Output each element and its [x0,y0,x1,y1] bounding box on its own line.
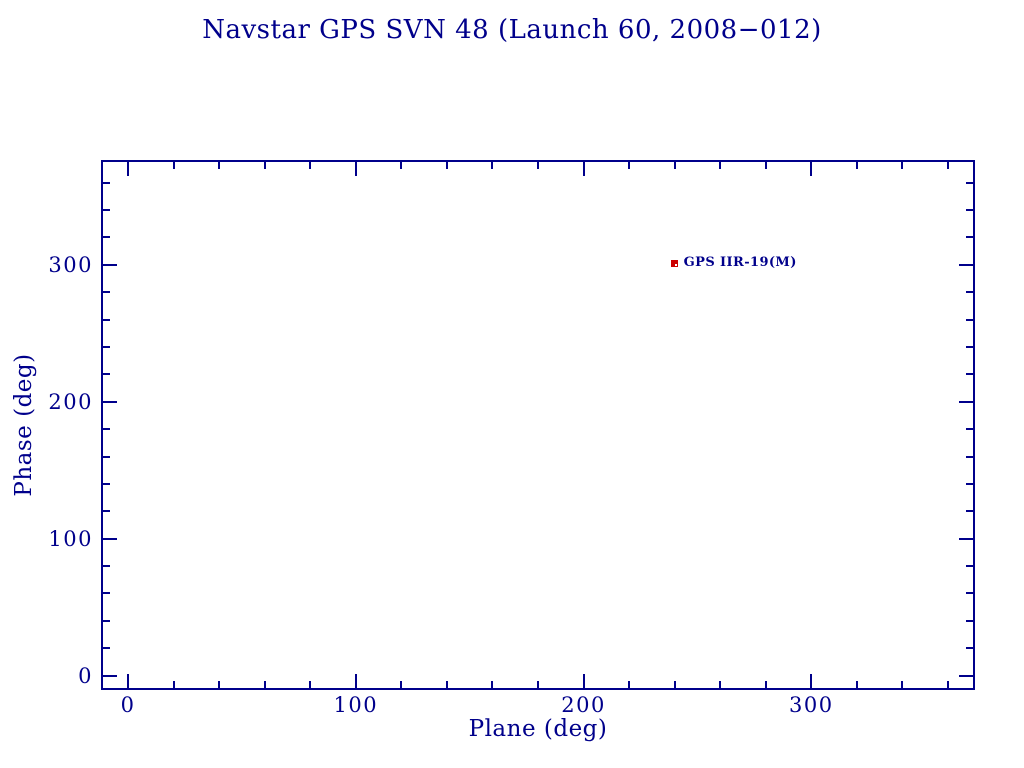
tick-mark [959,674,973,677]
tick-mark [103,208,110,211]
tick-mark [966,318,973,321]
tick-mark [103,373,110,376]
tick-mark [103,565,110,568]
tick-mark [764,162,767,169]
tick-mark [764,681,767,688]
y-tick-label: 100 [48,526,93,551]
tick-mark [445,162,448,169]
data-point-marker [671,259,679,267]
tick-mark [103,318,110,321]
tick-mark [400,681,403,688]
tick-mark [491,681,494,688]
tick-mark [537,162,539,169]
tick-mark [966,510,973,513]
tick-mark [901,681,904,688]
tick-mark [127,162,130,176]
tick-mark [354,674,357,688]
tick-mark [582,162,585,176]
tick-mark [103,674,117,677]
tick-mark [103,537,117,540]
tick-mark [959,400,973,403]
tick-mark [263,162,266,169]
tick-mark [103,428,110,431]
tick-mark [966,208,973,211]
tick-mark [103,236,110,239]
tick-mark [966,455,973,458]
x-axis-label: Plane (deg) [468,716,608,742]
chart-title: Navstar GPS SVN 48 (Launch 60, 2008−012) [202,15,822,45]
tick-mark [354,162,357,176]
tick-mark [810,674,813,688]
y-axis-label: Phase (deg) [11,353,37,497]
tick-mark [855,162,858,169]
tick-mark [103,455,110,458]
tick-mark [966,647,973,650]
tick-mark [966,619,973,622]
tick-mark [103,482,110,485]
data-point-label: GPS IIR-19(M) [683,255,797,271]
tick-mark [127,674,130,688]
plot-frame [101,160,975,690]
tick-mark [959,263,973,266]
marker-notch [675,263,678,266]
tick-mark [673,162,676,169]
tick-mark [966,428,973,431]
y-tick-label: 200 [48,389,93,414]
tick-mark [172,681,175,688]
tick-mark [966,373,973,376]
x-tick-label: 100 [333,693,379,717]
tick-mark [719,681,722,688]
y-tick-label: 0 [78,663,93,688]
tick-mark [966,181,973,184]
tick-mark [445,681,448,688]
tick-mark [172,162,175,169]
tick-mark [103,619,110,622]
tick-mark [491,162,494,169]
tick-mark [400,162,403,169]
tick-mark [582,674,585,688]
tick-mark [966,565,973,568]
tick-mark [855,681,858,688]
tick-mark [901,162,904,169]
tick-mark [719,162,722,169]
tick-mark [103,592,110,595]
y-tick-label: 300 [48,252,93,277]
tick-mark [103,291,110,294]
tick-mark [218,681,221,688]
tick-mark [966,291,973,294]
tick-mark [673,681,676,688]
tick-mark [218,162,221,169]
tick-mark [103,345,110,348]
x-tick-label: 0 [120,693,136,717]
tick-mark [309,162,312,169]
tick-mark [966,345,973,348]
tick-mark [810,162,813,176]
tick-mark [103,181,110,184]
tick-mark [959,537,973,540]
tick-mark [628,162,631,169]
x-tick-label: 300 [789,693,834,717]
tick-mark [966,482,973,485]
tick-mark [537,681,539,688]
tick-mark [946,162,949,169]
tick-mark [946,681,949,688]
tick-mark [309,681,312,688]
tick-mark [103,510,110,513]
tick-mark [628,681,631,688]
tick-mark [966,236,973,239]
tick-mark [263,681,266,688]
tick-mark [103,263,117,266]
tick-mark [966,592,973,595]
x-tick-label: 200 [561,693,606,717]
tick-mark [103,647,110,650]
tick-mark [103,400,117,403]
